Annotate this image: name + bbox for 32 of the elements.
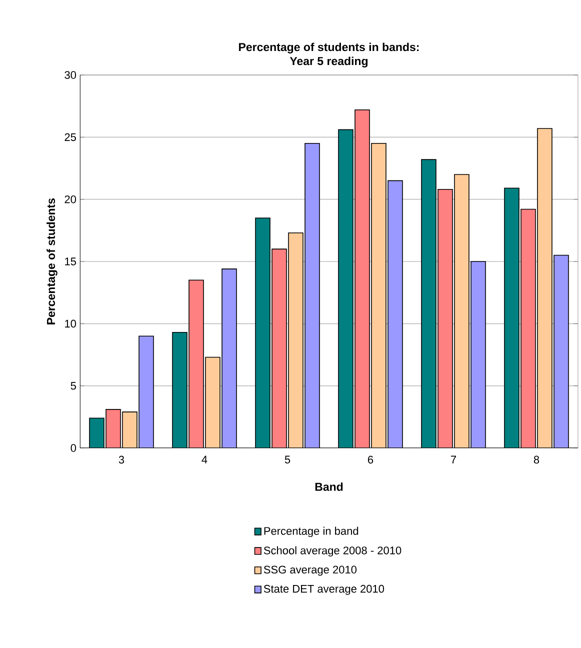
legend-label: State DET average 2010 [264, 584, 384, 595]
y-tick-label: 15 [65, 258, 76, 266]
x-tick-label: 3 [118, 456, 124, 464]
y-axis-title: Percentage of students [46, 198, 58, 324]
bar [537, 128, 552, 448]
legend-label: School average 2008 - 2010 [264, 546, 402, 557]
y-tick-label: 25 [64, 133, 76, 142]
bar [504, 188, 520, 448]
x-tick-label: 6 [368, 456, 374, 464]
y-tick-label: 5 [70, 382, 76, 390]
bar [255, 218, 270, 448]
chart-title: Percentage of students in bands: Year 5 reading [239, 42, 419, 68]
bar [288, 232, 303, 448]
y-tick-label: 30 [64, 71, 76, 79]
bar [421, 160, 436, 448]
legend-label: Percentage in band [264, 526, 358, 538]
bar [371, 143, 386, 448]
legend-label: SSG average 2010 [264, 566, 357, 576]
x-tick-label: 5 [284, 456, 290, 464]
bar [122, 412, 137, 448]
y-tick-label: 20 [64, 195, 76, 204]
bar [172, 332, 187, 448]
x-tick-label: 4 [202, 456, 208, 464]
x-axis-title: Band [315, 482, 343, 491]
bar [338, 130, 353, 448]
y-tick-label: 10 [65, 320, 76, 328]
bar [89, 418, 104, 448]
y-tick-label: 0 [70, 444, 76, 452]
x-tick-label: 7 [450, 456, 456, 464]
bar [454, 174, 469, 448]
x-tick-label: 8 [534, 456, 540, 464]
bar [205, 357, 220, 448]
